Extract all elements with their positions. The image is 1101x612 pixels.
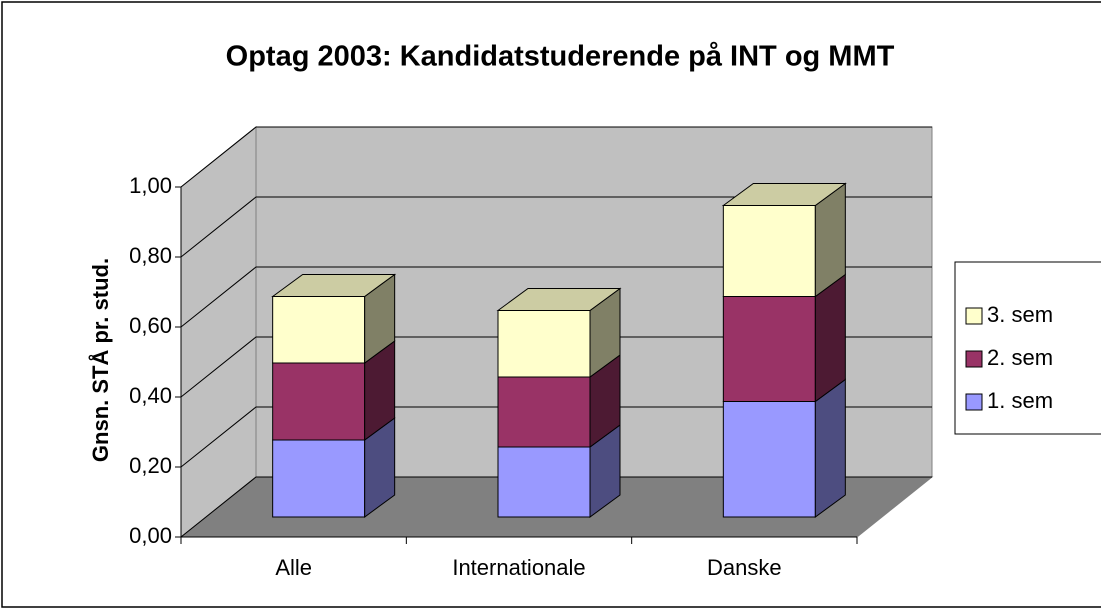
bar-segment <box>722 273 846 403</box>
bar-front <box>497 310 591 378</box>
legend-label: 1. sem <box>987 388 1053 413</box>
bar-segment <box>272 417 396 518</box>
bar-front <box>497 446 591 518</box>
y-tick-label: 0,40 <box>129 383 172 408</box>
bar-segment <box>271 273 397 364</box>
bar-top <box>496 288 622 311</box>
bar-front <box>272 439 366 518</box>
y-tick-label: 0,60 <box>129 313 172 338</box>
legend-label: 3. sem <box>987 302 1053 327</box>
bar-segment <box>272 340 396 441</box>
bar-front <box>497 376 591 448</box>
legend-label: 2. sem <box>987 345 1053 370</box>
grid-line <box>180 196 932 258</box>
x-tick-label: Danske <box>707 555 782 580</box>
bar-top <box>271 274 397 297</box>
y-tick-label: 0,80 <box>129 243 172 268</box>
grid-line <box>180 336 932 398</box>
bar-top <box>721 183 847 206</box>
x-tick-label: Alle <box>275 555 312 580</box>
side-wall <box>180 125 257 539</box>
y-tick-label: 0,00 <box>129 523 172 548</box>
y-axis-label: Gnsn. STÅ pr. stud. <box>87 258 113 462</box>
legend-swatch <box>965 350 983 368</box>
grid-line <box>180 266 932 328</box>
bar-side <box>814 378 846 518</box>
x-tick-label: Internationale <box>452 555 585 580</box>
legend-swatch <box>965 393 983 411</box>
y-tick-label: 0,20 <box>129 453 172 478</box>
bar-front <box>722 296 816 402</box>
bar-front <box>722 401 816 518</box>
y-tick-label: 1,00 <box>129 173 172 198</box>
bar-segment <box>721 182 847 298</box>
legend-swatch <box>965 307 983 325</box>
grid-line <box>180 406 932 468</box>
bar-segment <box>497 424 621 518</box>
bar-front <box>272 362 366 441</box>
grid-line <box>180 126 932 188</box>
chart-title: Optag 2003: Kandidatstuderende på INT og… <box>226 41 895 73</box>
bar-front <box>722 205 816 297</box>
bar-front <box>272 296 366 364</box>
bar-segment <box>496 287 622 378</box>
grid-line <box>180 476 932 538</box>
